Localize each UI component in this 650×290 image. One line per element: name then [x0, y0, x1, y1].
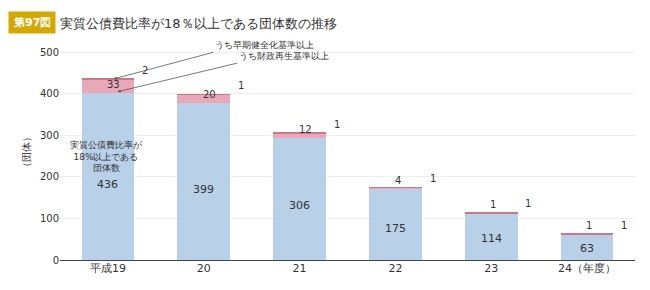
svg-text:300: 300 [40, 130, 59, 141]
svg-text:399: 399 [193, 183, 214, 196]
svg-text:実質公債費比率が18％以上である団体数の推移: 実質公債費比率が18％以上である団体数の推移 [60, 16, 337, 31]
svg-text:うち財政再生基準以上: うち財政再生基準以上 [239, 51, 329, 61]
svg-text:22: 22 [388, 262, 402, 275]
svg-text:4: 4 [395, 175, 401, 186]
svg-text:20: 20 [197, 262, 211, 275]
svg-text:うち早期健全化基準以上: うち早期健全化基準以上 [215, 40, 314, 50]
svg-text:1: 1 [586, 220, 592, 231]
svg-text:2: 2 [142, 65, 148, 76]
svg-text:12: 12 [299, 124, 312, 135]
svg-text:63: 63 [580, 242, 594, 255]
svg-text:100: 100 [40, 213, 59, 224]
svg-text:1: 1 [238, 80, 244, 91]
svg-text:21: 21 [293, 262, 307, 275]
svg-text:200: 200 [40, 171, 59, 182]
svg-text:第97図: 第97図 [13, 16, 51, 29]
svg-text:（団体）: （団体） [21, 132, 32, 172]
svg-text:0: 0 [53, 255, 59, 266]
svg-text:436: 436 [97, 178, 118, 191]
svg-text:1: 1 [334, 119, 340, 130]
svg-text:24（年度）: 24（年度） [558, 262, 616, 275]
svg-text:実質公債費比率が18%以上である団体数: 実質公債費比率が18%以上である団体数 [70, 140, 143, 173]
svg-text:23: 23 [484, 262, 498, 275]
svg-text:175: 175 [385, 222, 406, 235]
svg-text:平成19: 平成19 [90, 262, 126, 275]
svg-text:1: 1 [490, 199, 496, 210]
svg-text:500: 500 [40, 47, 59, 58]
svg-text:1: 1 [621, 220, 627, 231]
svg-text:20: 20 [203, 89, 216, 100]
svg-text:114: 114 [481, 232, 502, 245]
svg-text:400: 400 [40, 88, 59, 99]
svg-text:1: 1 [430, 173, 436, 184]
svg-text:33: 33 [107, 79, 120, 90]
svg-text:1: 1 [525, 198, 531, 209]
svg-text:306: 306 [289, 199, 310, 212]
